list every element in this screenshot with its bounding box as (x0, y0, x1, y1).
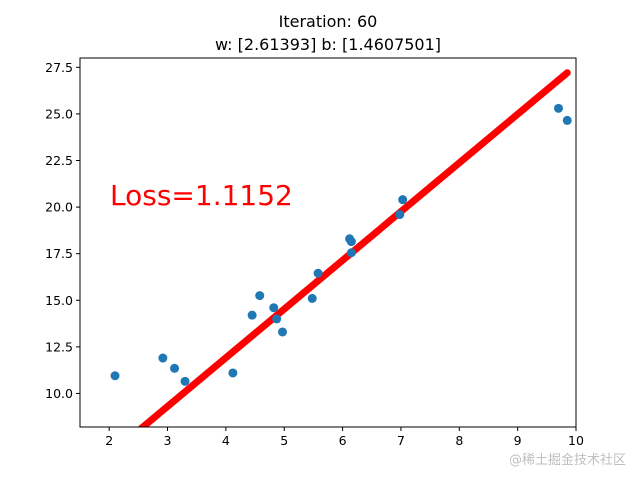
data-point (269, 303, 279, 313)
data-point (180, 376, 190, 386)
y-tick-label: 10.0 (45, 386, 73, 401)
data-point (170, 363, 180, 373)
data-point (307, 293, 317, 303)
loss-annotation: Loss=1.1152 (110, 179, 293, 212)
plot-area (79, 57, 577, 428)
x-axis-ticks: 2 3 4 5 6 7 8 9 10 (105, 427, 584, 448)
chart-subtitle: w: [2.61393] b: [1.4607501] (215, 35, 441, 54)
points-layer (110, 103, 572, 386)
x-tick-label: 6 (339, 433, 347, 448)
data-point (277, 327, 287, 337)
data-point (395, 210, 405, 220)
data-point (158, 353, 168, 363)
y-tick-label: 12.5 (45, 339, 73, 354)
x-tick-label: 7 (397, 433, 405, 448)
data-point (398, 195, 408, 205)
chart-title: Iteration: 60 (279, 12, 378, 31)
watermark: @稀土掘金技术社区 (508, 453, 626, 468)
axes-frame (80, 58, 576, 427)
data-point (272, 314, 282, 324)
y-axis-ticks: 10.0 12.5 15.0 17.5 20.0 22.5 25.0 27.5 (45, 60, 80, 401)
data-point (553, 103, 563, 113)
y-tick-label: 27.5 (45, 60, 73, 75)
regression-line-layer (137, 69, 571, 427)
x-tick-label: 5 (280, 433, 288, 448)
x-tick-label: 9 (514, 433, 522, 448)
y-tick-label: 15.0 (45, 293, 73, 308)
x-tick-label: 10 (568, 433, 584, 448)
x-tick-label: 8 (455, 433, 463, 448)
x-tick-label: 3 (164, 433, 172, 448)
data-point (110, 371, 120, 381)
y-tick-label: 25.0 (45, 106, 73, 121)
axes-border (79, 57, 577, 428)
data-point (255, 291, 265, 301)
data-point (346, 237, 356, 247)
data-point (562, 115, 572, 125)
data-point (313, 268, 323, 278)
y-tick-label: 17.5 (45, 246, 73, 261)
data-point (346, 248, 356, 258)
y-tick-label: 22.5 (45, 153, 73, 168)
regression-line (137, 69, 571, 427)
y-tick-label: 20.0 (45, 200, 73, 215)
x-tick-label: 2 (105, 433, 113, 448)
data-point (247, 310, 257, 320)
data-point (228, 368, 238, 378)
x-tick-label: 4 (222, 433, 230, 448)
